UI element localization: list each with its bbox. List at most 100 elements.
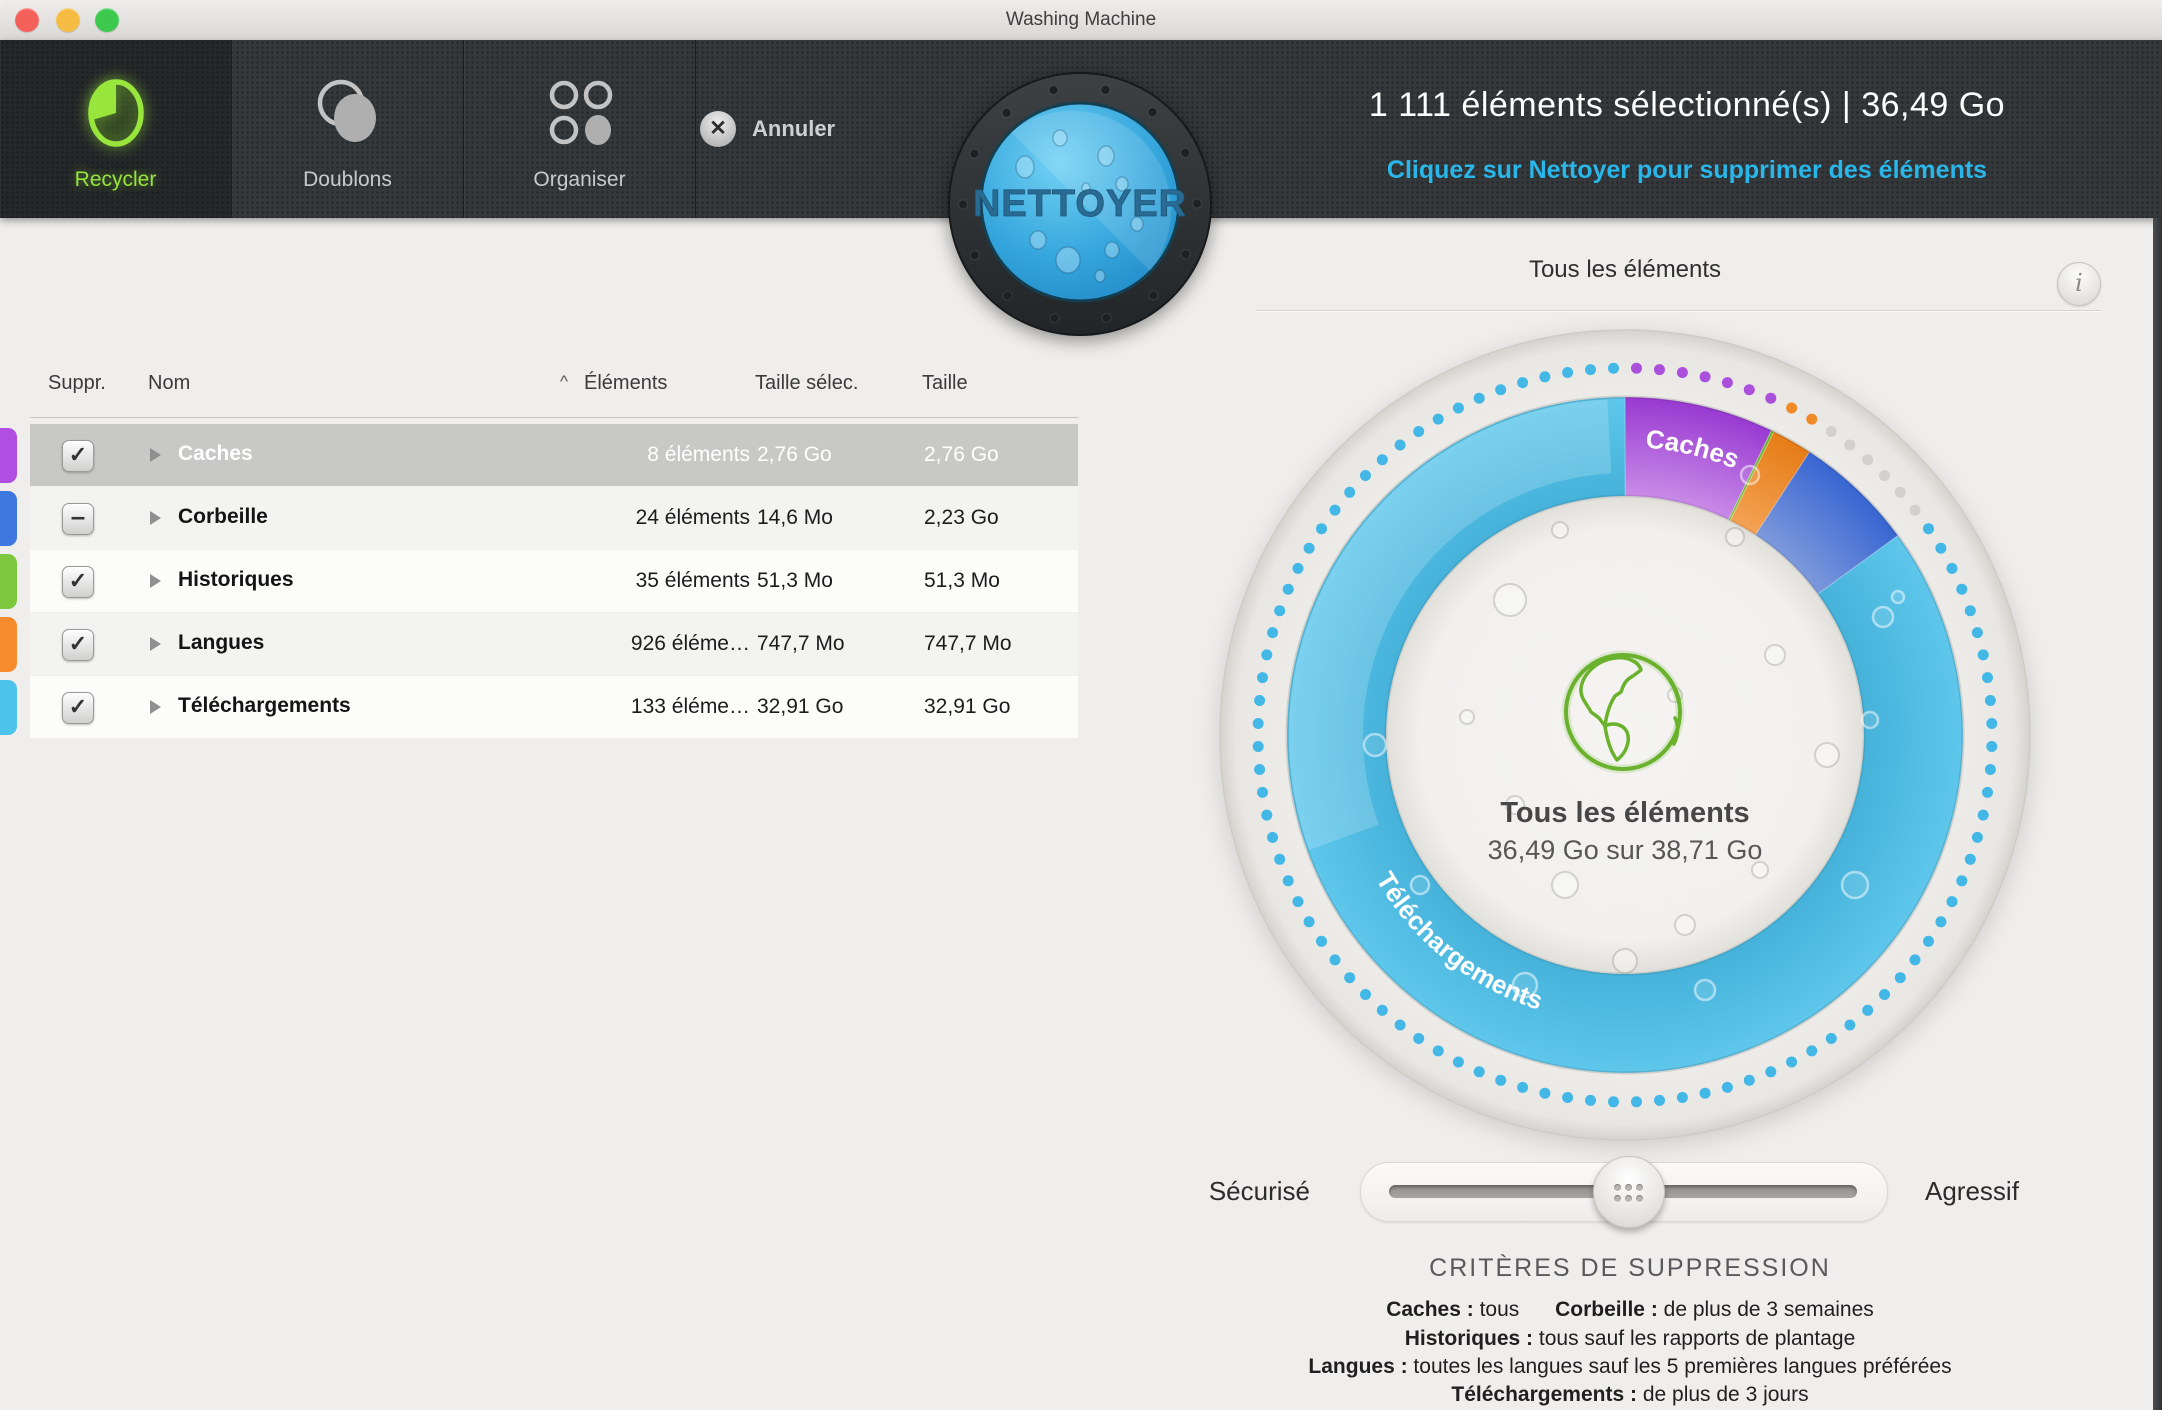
duplicates-icon <box>308 70 388 161</box>
zoom-window-button[interactable] <box>95 8 119 32</box>
progress-dot <box>1495 1074 1507 1086</box>
row-checkbox[interactable]: – <box>62 503 94 535</box>
progress-dot <box>1608 1096 1619 1108</box>
progress-dot <box>1413 426 1425 437</box>
col-header-elements[interactable]: Éléments <box>584 372 668 394</box>
progress-dot <box>1257 786 1268 798</box>
progress-dot <box>1935 542 1947 554</box>
progress-dot <box>1654 1094 1665 1106</box>
col-header-taille[interactable]: Taille <box>922 372 968 394</box>
row-name: Langues <box>178 631 265 654</box>
row-name: Caches <box>178 442 253 465</box>
progress-dot <box>1699 371 1711 383</box>
aggressiveness-slider[interactable] <box>1360 1156 1888 1228</box>
slider-label-aggressive: Agressif <box>1925 1176 2019 1206</box>
tab-recycler[interactable]: Recycler <box>0 40 232 218</box>
progress-dot <box>1654 364 1665 376</box>
table-row-telechargements[interactable]: ✓ Téléchargements 133 éléme… 32,91 Go 32… <box>0 676 1078 739</box>
progress-dot <box>1562 367 1574 378</box>
progress-dot <box>1360 470 1371 481</box>
progress-dot <box>1432 1045 1444 1057</box>
slider-label-secure: Sécurisé <box>1208 1176 1310 1206</box>
progress-dot <box>1923 523 1934 535</box>
progress-dot <box>1676 1092 1688 1103</box>
category-color-stripe <box>0 491 17 546</box>
row-checkbox[interactable]: ✓ <box>62 440 94 472</box>
progress-dot <box>1316 935 1327 947</box>
progress-dot <box>1631 362 1642 374</box>
row-background <box>30 550 1078 612</box>
slider-thumb[interactable] <box>1593 1156 1665 1228</box>
progress-dot <box>1292 896 1304 908</box>
table-row-historiques[interactable]: ✓ Historiques 35 éléments 51,3 Mo 51,3 M… <box>0 550 1078 613</box>
progress-dot <box>1394 439 1406 451</box>
close-window-button[interactable] <box>15 8 39 32</box>
organize-grid-icon <box>538 70 622 161</box>
clean-button-label: NETTOYER <box>973 183 1187 225</box>
progress-dot <box>1964 605 1976 617</box>
row-elements: 8 éléments <box>647 443 750 466</box>
row-background <box>30 424 1078 486</box>
progress-dot <box>1344 972 1356 984</box>
row-checkbox[interactable]: ✓ <box>62 692 94 724</box>
progress-dot <box>1699 1087 1711 1099</box>
criteria-line: Téléchargements : de plus de 3 jours <box>1451 1383 1809 1406</box>
table-row-corbeille[interactable]: – Corbeille 24 éléments 14,6 Mo 2,23 Go <box>0 487 1078 550</box>
progress-dot <box>1977 649 1989 661</box>
row-taille-selec: 32,91 Go <box>757 695 844 718</box>
category-color-stripe <box>0 554 17 609</box>
col-header-taille-selec[interactable]: Taille sélec. <box>755 372 859 394</box>
progress-dot <box>1282 875 1294 887</box>
tab-organiser[interactable]: Organiser <box>464 40 696 218</box>
cancel-button[interactable]: ✕ Annuler <box>700 40 835 218</box>
progress-dot <box>1721 377 1733 389</box>
progress-dot <box>1971 627 1983 639</box>
disclosure-triangle-icon[interactable] <box>150 448 161 462</box>
progress-dot <box>1894 486 1906 498</box>
disclosure-triangle-icon[interactable] <box>150 574 161 588</box>
row-taille: 2,23 Go <box>924 506 999 529</box>
disclosure-triangle-icon[interactable] <box>150 637 161 651</box>
progress-dot <box>1825 1033 1837 1044</box>
progress-dot <box>1765 1066 1777 1078</box>
progress-dot <box>1413 1033 1425 1044</box>
progress-dot <box>1721 1081 1733 1093</box>
clean-button[interactable]: NETTOYER <box>935 52 1225 352</box>
clean-hint: Cliquez sur Nettoyer pour supprimer des … <box>1386 156 1988 184</box>
progress-dot <box>1765 392 1777 404</box>
row-checkbox[interactable]: ✓ <box>62 566 94 598</box>
progress-dot <box>1432 413 1444 425</box>
progress-dot <box>1252 718 1264 729</box>
table-row-caches[interactable]: ✓ Caches 8 éléments 2,76 Go 2,76 Go <box>0 424 1078 487</box>
info-button[interactable]: i <box>2057 262 2101 306</box>
progress-dot <box>1986 741 1998 752</box>
progress-dot <box>1517 1081 1529 1093</box>
disclosure-triangle-icon[interactable] <box>150 511 161 525</box>
progress-dot <box>1971 831 1983 843</box>
row-taille-selec: 51,3 Mo <box>757 569 833 592</box>
progress-dot <box>1473 1066 1485 1078</box>
globe-icon <box>1561 650 1685 774</box>
cancel-label: Annuler <box>752 116 836 141</box>
glass-highlight <box>1011 110 1172 272</box>
tab-label: Recycler <box>74 168 157 191</box>
progress-dot <box>1292 562 1304 574</box>
progress-dot <box>1376 454 1388 466</box>
progress-dot <box>1909 954 1921 966</box>
progress-dot <box>1257 672 1268 684</box>
disclosure-triangle-icon[interactable] <box>150 700 161 714</box>
progress-dot <box>1539 1087 1551 1099</box>
table-row-langues[interactable]: ✓ Langues 926 éléme… 747,7 Mo 747,7 Mo <box>0 613 1078 676</box>
progress-dot <box>1267 831 1279 843</box>
category-color-stripe <box>0 680 17 735</box>
recycle-clock-icon <box>78 70 154 161</box>
inner-plate <box>1384 494 1866 976</box>
selection-dots-ring <box>1252 362 1998 1108</box>
col-header-nom[interactable]: Nom <box>148 372 191 394</box>
chart-center-title: Tous les éléments <box>1500 797 1749 829</box>
col-header-suppr[interactable]: Suppr. <box>48 372 106 394</box>
tab-doublons[interactable]: Doublons <box>232 40 464 218</box>
minimize-window-button[interactable] <box>56 8 80 32</box>
row-checkbox[interactable]: ✓ <box>62 629 94 661</box>
row-name: Historiques <box>178 568 294 591</box>
